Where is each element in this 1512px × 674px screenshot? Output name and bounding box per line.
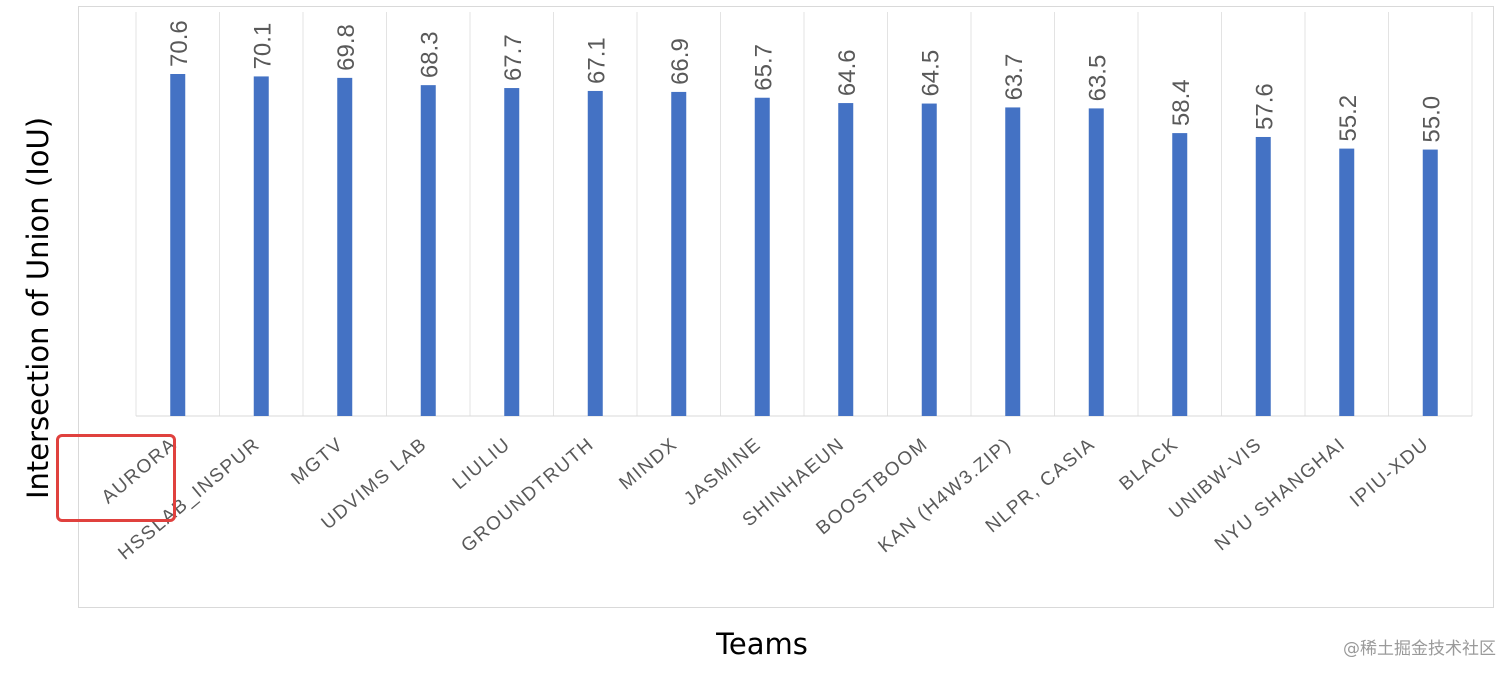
- bar: [1339, 148, 1355, 416]
- bar: [170, 74, 186, 416]
- x-tick-label: MINDX: [615, 434, 682, 495]
- bar: [337, 77, 353, 416]
- bar: [1255, 136, 1271, 417]
- data-label: 69.8: [333, 24, 360, 71]
- data-label: 67.7: [500, 34, 527, 81]
- watermark: @稀土掘金技术社区: [1343, 639, 1496, 659]
- highlight-box-aurora: [56, 434, 176, 522]
- bar: [838, 103, 854, 416]
- bar: [754, 97, 770, 416]
- bar: [253, 76, 269, 417]
- bar: [1172, 133, 1188, 416]
- data-label: 64.5: [917, 50, 944, 97]
- data-label: 70.1: [249, 23, 276, 70]
- x-tick-label: BLACK: [1116, 434, 1183, 495]
- bar: [1088, 108, 1104, 416]
- bar: [921, 103, 937, 417]
- data-label: 58.4: [1168, 79, 1195, 126]
- x-tick-label: JASMINE: [680, 434, 765, 510]
- data-label: 63.7: [1001, 54, 1028, 101]
- x-tick-label: IPIU-XDU: [1346, 434, 1433, 512]
- y-axis-label: Intersection of Union (IoU): [21, 116, 55, 500]
- bar: [587, 90, 603, 416]
- x-axis-label: Teams: [716, 627, 808, 661]
- x-tick-label: LIULIU: [449, 434, 515, 494]
- bar: [1422, 149, 1438, 417]
- data-label: 68.3: [416, 31, 443, 78]
- x-tick-label: MGTV: [288, 434, 348, 489]
- data-label: 66.9: [667, 38, 694, 85]
- bar: [1005, 107, 1021, 416]
- data-label: 63.5: [1084, 55, 1111, 102]
- data-label: 55.2: [1335, 95, 1362, 142]
- data-label: 64.6: [834, 49, 861, 96]
- data-label: 70.6: [166, 20, 193, 67]
- data-label: 67.1: [583, 37, 610, 84]
- data-label: 65.7: [750, 44, 777, 91]
- bar: [504, 88, 520, 416]
- data-label: 57.6: [1251, 83, 1278, 130]
- bar: [671, 91, 687, 416]
- bar: [420, 85, 436, 417]
- data-label: 55.0: [1418, 96, 1445, 143]
